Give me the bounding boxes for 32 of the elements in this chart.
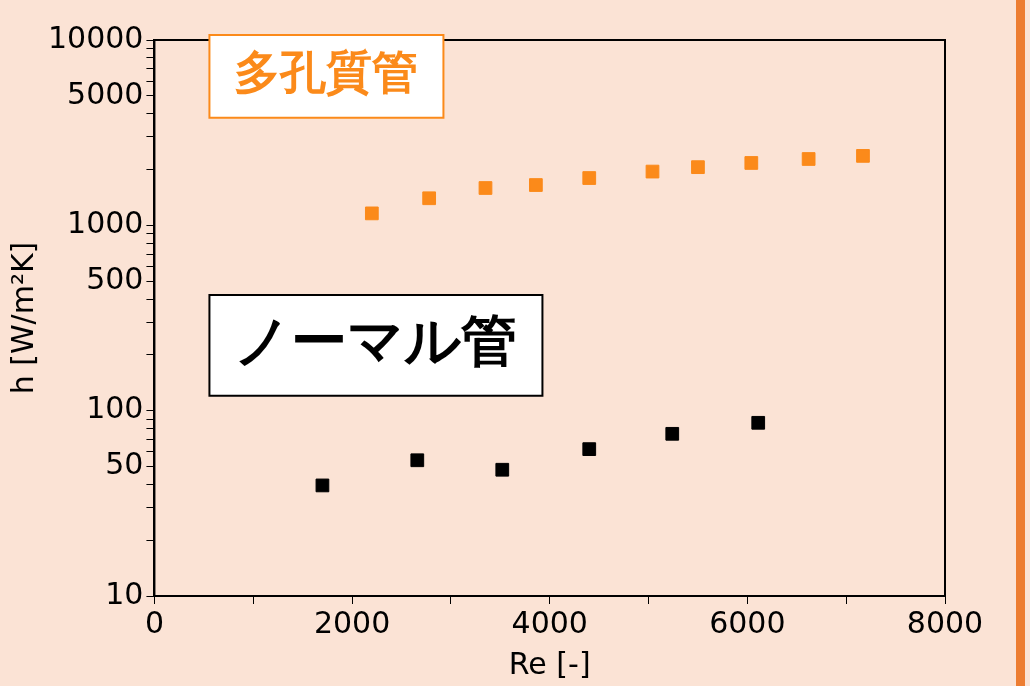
point <box>478 181 493 195</box>
x-tick-label: 8000 <box>906 604 984 640</box>
point <box>665 426 680 441</box>
point <box>645 164 660 179</box>
y-tick-label: 1000 <box>67 205 144 241</box>
x-tick-label: 6000 <box>709 604 786 640</box>
y-tick-label: 5000 <box>67 75 144 111</box>
point <box>751 415 766 430</box>
y-tick-label: 10000 <box>48 19 144 55</box>
y-tick-label: 100 <box>86 390 144 426</box>
point <box>364 206 379 221</box>
point <box>582 442 597 457</box>
point <box>582 171 597 185</box>
y-axis-title: h [W/m²K] <box>4 241 40 395</box>
y-tick-label: 10 <box>105 575 144 611</box>
point <box>529 178 543 192</box>
x-tick-label: 4000 <box>511 604 588 640</box>
y-tick-label: 500 <box>86 260 144 296</box>
point <box>744 156 759 170</box>
point <box>410 453 425 468</box>
y-tick-label: 50 <box>105 446 144 482</box>
point <box>856 149 870 163</box>
point <box>315 478 330 493</box>
x-tick-label: 2000 <box>313 604 391 640</box>
text: 多孔質管 <box>234 45 419 100</box>
point <box>691 160 705 175</box>
point <box>495 462 510 477</box>
point <box>422 191 437 206</box>
point <box>801 152 816 166</box>
x-tick-label: 0 <box>144 604 164 640</box>
series-label: ノーマル管 <box>234 307 518 373</box>
x-axis-title: Re [-] <box>508 645 591 681</box>
